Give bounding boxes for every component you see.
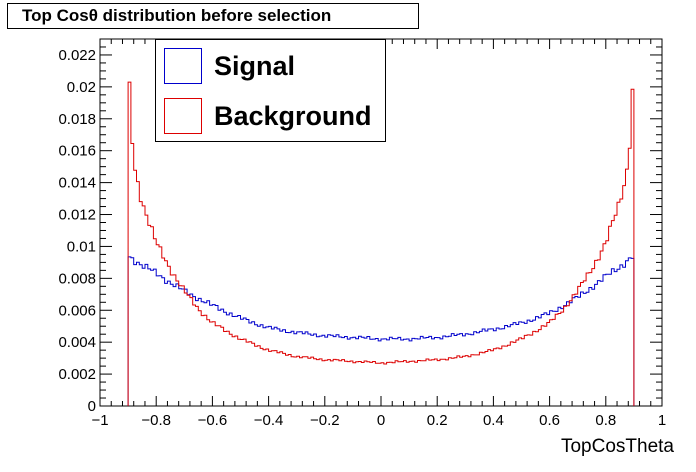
- y-tick-label: 0.012: [58, 207, 96, 224]
- legend-entry-signal: Signal: [164, 46, 295, 86]
- legend-label-background: Background: [214, 100, 372, 131]
- x-tick-label: 0.4: [483, 412, 504, 429]
- series-line-background: [127, 81, 635, 406]
- legend-swatch-signal: [164, 48, 202, 84]
- x-tick-label: 0.2: [427, 412, 448, 429]
- x-tick-label: −0.6: [198, 412, 228, 429]
- legend: Signal Background: [155, 39, 386, 142]
- x-tick-label: 0.8: [595, 412, 616, 429]
- x-tick-label: −0.8: [141, 412, 171, 429]
- y-tick-label: 0.014: [58, 175, 96, 192]
- x-tick-label: 0: [377, 412, 385, 429]
- legend-entry-background: Background: [164, 96, 372, 136]
- y-tick-label: 0.008: [58, 270, 96, 287]
- y-tick-label: 0.006: [58, 302, 96, 319]
- x-tick-label: −1: [91, 412, 108, 429]
- legend-label-signal: Signal: [214, 50, 296, 81]
- y-tick-label: 0.018: [58, 111, 96, 128]
- x-axis-label: TopCosTheta: [561, 436, 674, 457]
- series-line-signal: [127, 256, 635, 406]
- y-tick-label: 0: [88, 398, 96, 415]
- y-tick-label: 0.016: [58, 143, 96, 160]
- axis-ticks: −1 −0.8 −0.6 −0.4 −0.2 0 0.2 0.4 0.6 0.8 1 0 0.002 0.…: [58, 38, 666, 429]
- y-tick-label: 0.01: [67, 238, 96, 255]
- series-layer: [127, 81, 635, 406]
- y-tick-label: 0.004: [58, 334, 96, 351]
- y-tick-label: 0.002: [58, 366, 96, 383]
- y-tick-label: 0.022: [58, 47, 96, 64]
- chart-title: Top Cosθ distribution before selection: [7, 3, 419, 29]
- x-tick-label: 0.6: [539, 412, 560, 429]
- y-tick-label: 0.02: [67, 79, 96, 96]
- x-tick-label: −0.2: [310, 412, 340, 429]
- legend-swatch-background: [164, 98, 202, 134]
- x-tick-label: 1: [658, 412, 666, 429]
- x-tick-label: −0.4: [254, 412, 284, 429]
